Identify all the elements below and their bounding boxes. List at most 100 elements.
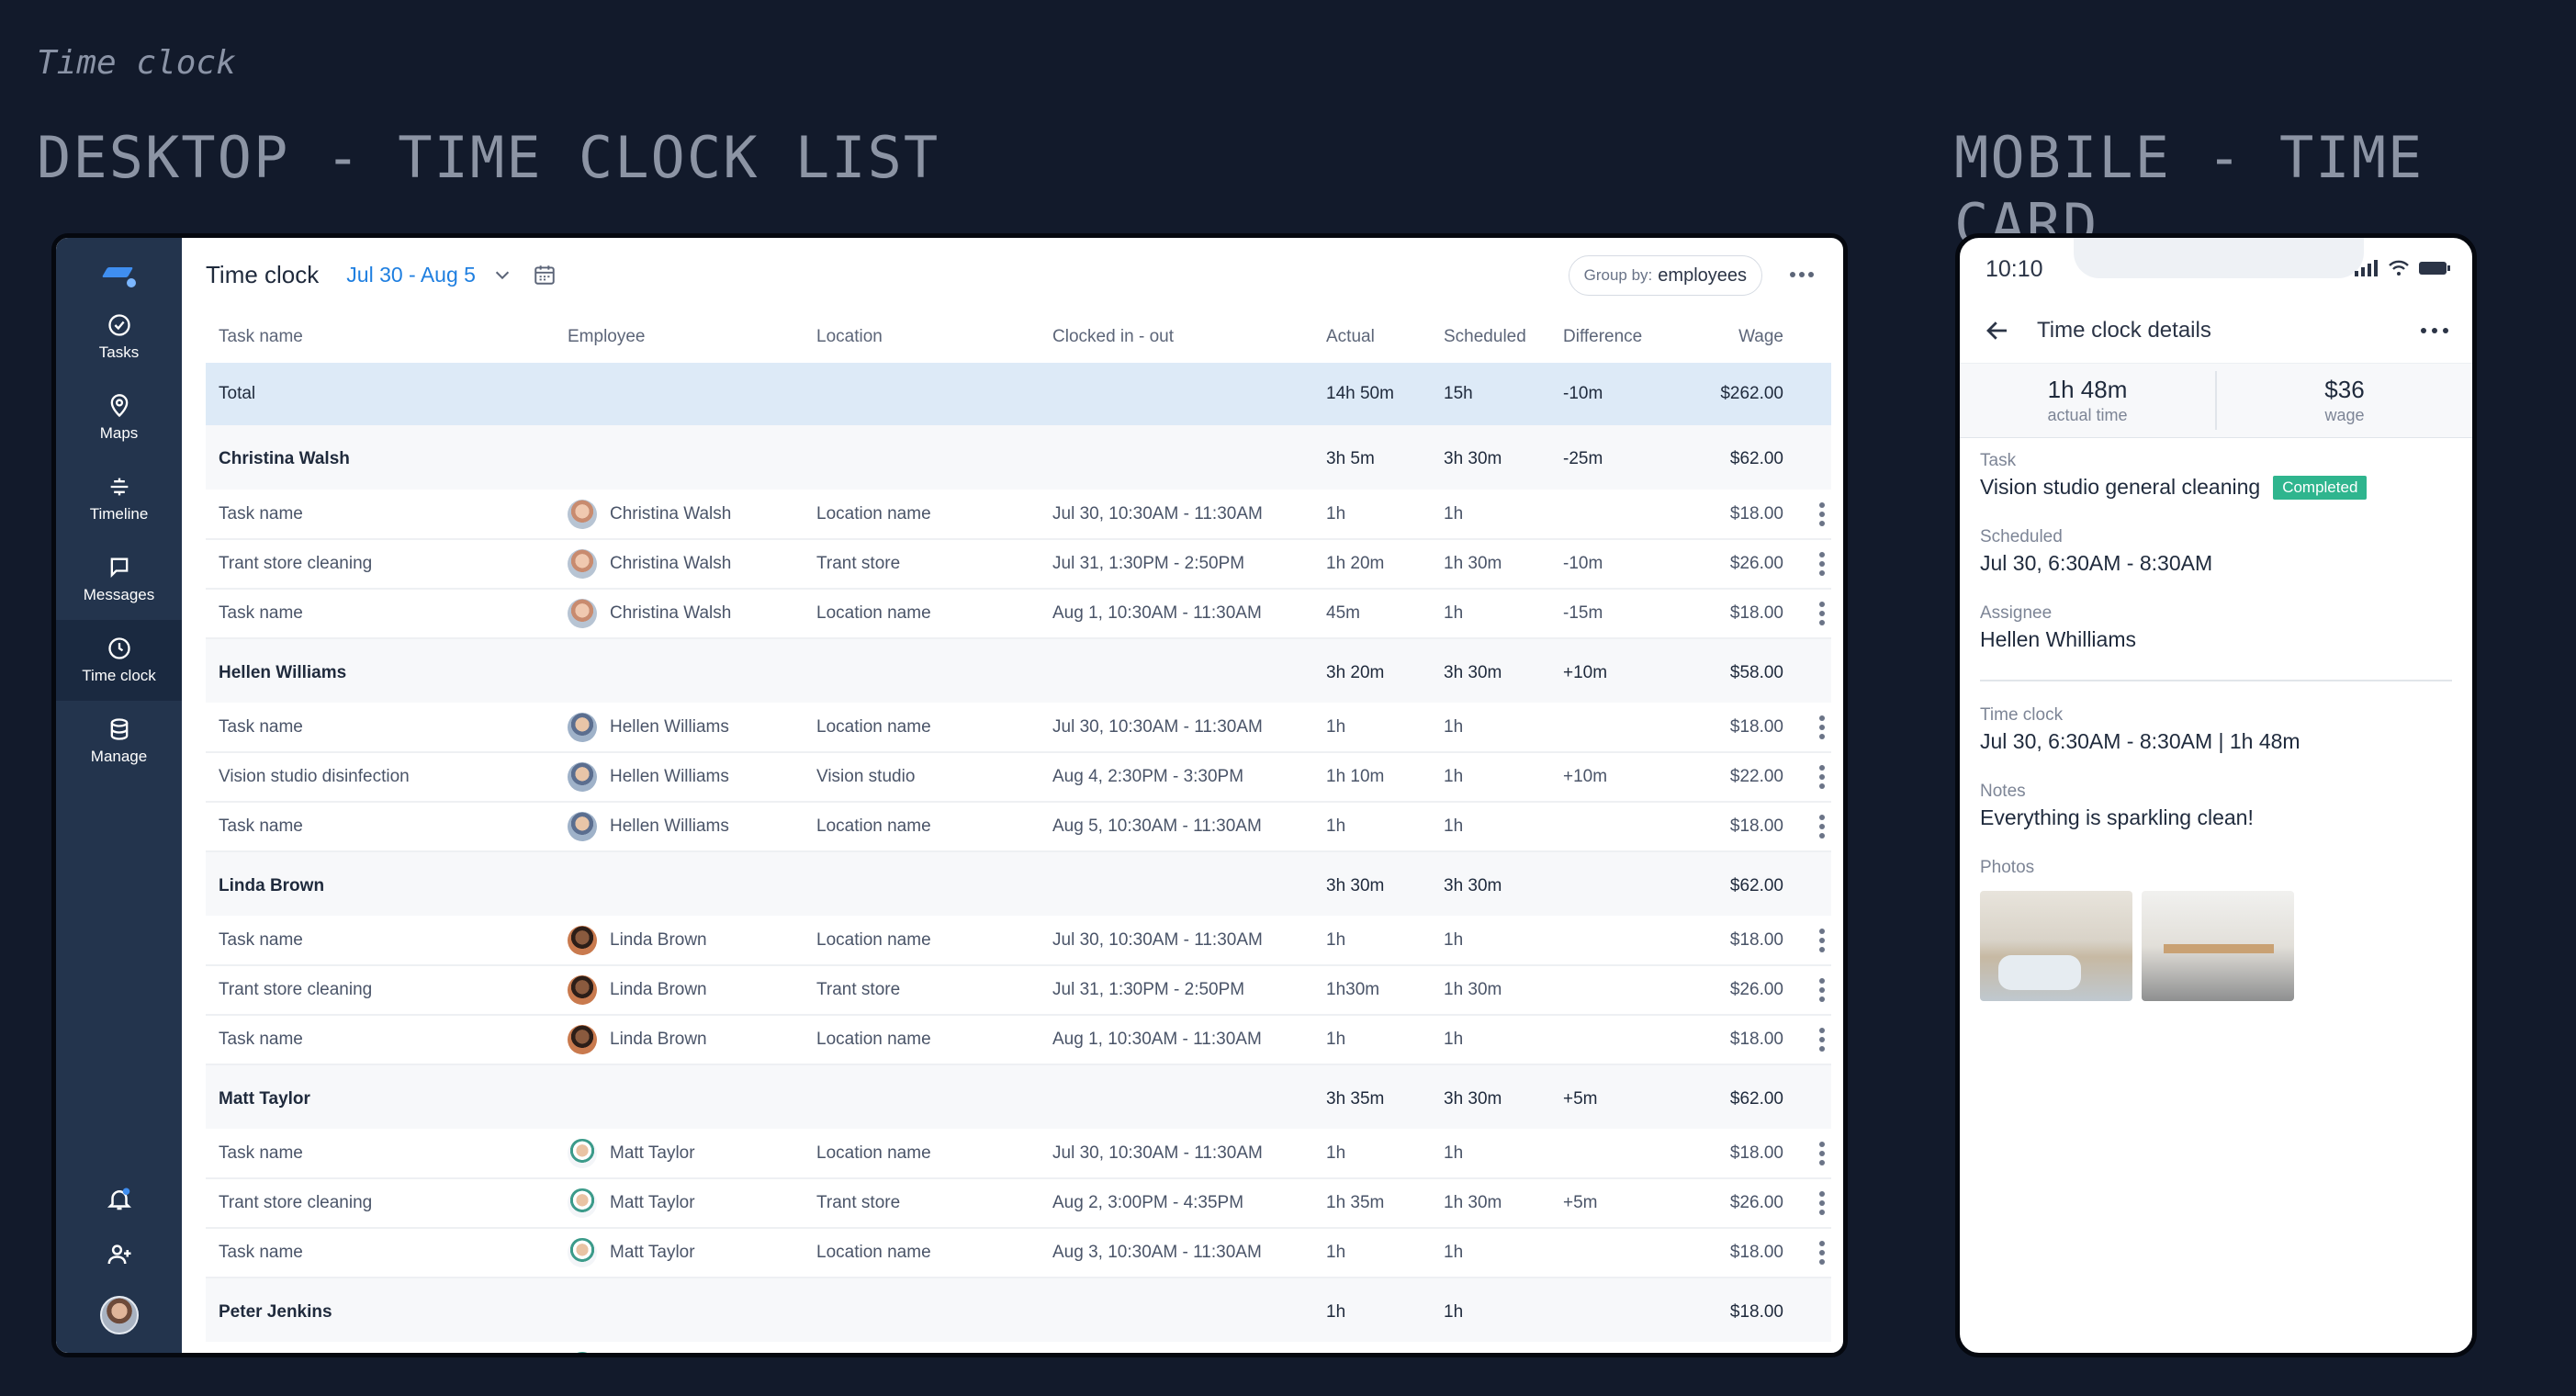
- task-name: Vision studio general cleaning: [1980, 475, 2261, 499]
- chevron-down-icon[interactable]: [492, 265, 512, 285]
- wage: $26.00: [1729, 554, 1783, 573]
- sidebar-item-maps[interactable]: Maps: [56, 377, 182, 458]
- table-row[interactable]: Task name Christina Walsh Location name Jul…: [206, 490, 1831, 540]
- employee-name: Linda Brown: [610, 1030, 707, 1049]
- user-avatar[interactable]: [99, 1296, 139, 1334]
- employee-avatar: [568, 975, 597, 1005]
- sidebar-item-label: Manage: [90, 748, 148, 765]
- app-logo[interactable]: [101, 262, 138, 287]
- table-row[interactable]: Task name Christina Walsh Location name Aug…: [206, 589, 1831, 639]
- sidebar-item-timeline[interactable]: Timeline: [56, 458, 182, 539]
- table-row[interactable]: Trant store cleaning Linda Brown Trant sto…: [206, 965, 1831, 1016]
- actual-time: 1h 35m: [1313, 1178, 1431, 1229]
- column-header[interactable]: Employee: [568, 327, 646, 346]
- signal-icon: [2355, 260, 2378, 276]
- time-difference: [1550, 1228, 1679, 1278]
- row-menu-icon[interactable]: [1818, 928, 1826, 953]
- table-row[interactable]: Task name Linda Brown Location name Aug 1, …: [206, 1015, 1831, 1065]
- scheduled-time: 1h: [1431, 802, 1550, 852]
- row-menu-icon[interactable]: [1818, 1141, 1826, 1166]
- group-scheduled: 3h 30m: [1431, 638, 1550, 703]
- time-difference: [1550, 490, 1679, 540]
- photo-thumbnail[interactable]: [2142, 891, 2294, 1001]
- table-row[interactable]: Task name Hellen Williams Location name Jul…: [206, 703, 1831, 753]
- row-menu-icon[interactable]: [1818, 601, 1826, 626]
- row-menu-icon[interactable]: [1818, 551, 1826, 577]
- column-header[interactable]: Difference: [1563, 327, 1643, 346]
- row-menu-icon[interactable]: [1818, 1027, 1826, 1053]
- field-value: Everything is sparkling clean!: [1980, 805, 2254, 829]
- column-header[interactable]: Scheduled: [1444, 327, 1526, 346]
- table-row[interactable]: Task name Matt Taylor Location name Aug 3, …: [206, 1228, 1831, 1278]
- task-name: Vision studio disinfection: [206, 752, 555, 803]
- employee-avatar: [568, 1351, 597, 1353]
- add-user-icon[interactable]: [106, 1241, 133, 1268]
- employee-avatar: [568, 1188, 597, 1218]
- time-difference: [1550, 916, 1679, 966]
- table-row[interactable]: Trant store cleaning Christina Walsh Trant…: [206, 539, 1831, 590]
- group-row[interactable]: Hellen Williams 3h 20m 3h 30m +10m $58.00: [206, 638, 1831, 703]
- actual-time: 1h: [1313, 1129, 1431, 1179]
- clocked-in-out: Jul 31, 1:30PM - 2:50PM: [1040, 539, 1313, 590]
- more-options-icon[interactable]: [2419, 322, 2450, 339]
- row-menu-icon[interactable]: [1818, 814, 1826, 839]
- wage: $26.00: [1729, 980, 1783, 999]
- row-menu-icon[interactable]: [1818, 1190, 1826, 1216]
- total-difference: -10m: [1550, 363, 1679, 425]
- task-name: Task name: [206, 1015, 555, 1065]
- stat-value: $36: [2324, 376, 2365, 403]
- group-row[interactable]: Matt Taylor 3h 35m 3h 30m +5m $62.00: [206, 1064, 1831, 1129]
- desktop-frame: Tasks Maps Timeline Messages Time clock …: [51, 233, 1848, 1357]
- group-row[interactable]: Peter Jenkins 1h 1h $18.00: [206, 1278, 1831, 1342]
- clocked-in-out: Jul 30, 10:30AM - 11:30AM: [1040, 916, 1313, 966]
- column-header[interactable]: Actual: [1326, 327, 1375, 346]
- column-header[interactable]: Location: [816, 327, 883, 346]
- table-row[interactable]: Task name Matt Taylor Location name Jul 30,…: [206, 1129, 1831, 1179]
- time-difference: -10m: [1550, 539, 1679, 590]
- column-header[interactable]: Task name: [219, 327, 303, 346]
- row-menu-icon[interactable]: [1818, 977, 1826, 1003]
- column-header[interactable]: Wage: [1738, 327, 1783, 346]
- bell-icon[interactable]: [106, 1186, 133, 1213]
- group-scheduled: 3h 30m: [1431, 851, 1550, 916]
- actual-time: 1h: [1313, 703, 1431, 753]
- row-menu-icon[interactable]: [1818, 715, 1826, 740]
- date-range-picker[interactable]: Jul 30 - Aug 5: [346, 262, 476, 287]
- time-difference: +10m: [1550, 752, 1679, 803]
- database-icon: [110, 718, 128, 740]
- employee-name: Christina Walsh: [610, 503, 732, 524]
- group-row[interactable]: Linda Brown 3h 30m 3h 30m $62.00: [206, 851, 1831, 916]
- group-actual: 3h 5m: [1313, 425, 1431, 490]
- column-header[interactable]: Clocked in - out: [1052, 327, 1175, 346]
- group-actual: 3h 30m: [1313, 851, 1431, 916]
- more-options-icon[interactable]: [1788, 265, 1816, 284]
- group-row[interactable]: Christina Walsh 3h 5m 3h 30m -25m $62.00: [206, 425, 1831, 490]
- row-menu-icon[interactable]: [1818, 501, 1826, 527]
- table-row[interactable]: Task name Linda Brown Location name Jul 30,…: [206, 916, 1831, 966]
- field-label: Assignee: [1980, 603, 2053, 623]
- sidebar-item-messages[interactable]: Messages: [56, 539, 182, 620]
- actual-time: 1h 20m: [1313, 539, 1431, 590]
- employee-name: Christina Walsh: [610, 603, 732, 623]
- employee-avatar: [568, 762, 597, 792]
- photo-thumbnail[interactable]: [1980, 891, 2132, 1001]
- wage: $26.00: [1729, 1193, 1783, 1212]
- field-label: Task: [1980, 451, 2017, 470]
- table-row[interactable]: Trant store cleaning Matt Taylor Trant sto…: [206, 1178, 1831, 1229]
- sidebar-item-manage[interactable]: Manage: [56, 701, 182, 782]
- calendar-icon[interactable]: [533, 263, 557, 287]
- sidebar-item-tasks[interactable]: Tasks: [56, 297, 182, 377]
- table-row[interactable]: Vision studio disinfection Hellen William…: [206, 752, 1831, 803]
- task-name: Task name: [206, 589, 555, 639]
- row-menu-icon[interactable]: [1818, 764, 1826, 790]
- row-menu-icon[interactable]: [1818, 1240, 1826, 1266]
- location-name: Trant store: [804, 539, 1040, 590]
- table-row[interactable]: Task name Hellen Williams Location name Aug…: [206, 802, 1831, 852]
- group-actual: 3h 20m: [1313, 638, 1431, 703]
- actual-time: 1h: [1313, 1015, 1431, 1065]
- group-by-dropdown[interactable]: Group by: employees: [1568, 255, 1762, 296]
- sidebar-item-time-clock[interactable]: Time clock: [56, 620, 182, 701]
- back-arrow-icon[interactable]: [1984, 317, 2011, 344]
- location-name: Location name: [804, 1015, 1040, 1065]
